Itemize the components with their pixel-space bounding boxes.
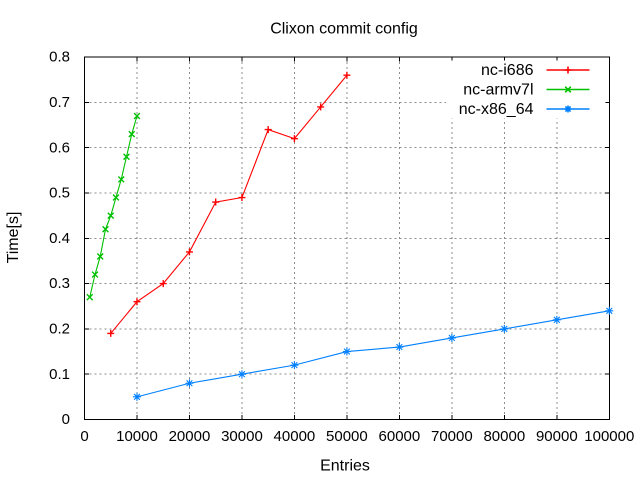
svg-text:0.1: 0.1 [49, 366, 70, 383]
svg-text:30000: 30000 [221, 428, 263, 445]
svg-text:40000: 40000 [274, 428, 316, 445]
svg-text:0.2: 0.2 [49, 321, 70, 338]
svg-text:0: 0 [80, 428, 88, 445]
svg-text:nc-i686: nc-i686 [481, 62, 534, 79]
svg-text:nc-x86_64: nc-x86_64 [459, 101, 534, 118]
svg-text:nc-armv7l: nc-armv7l [463, 82, 533, 99]
svg-text:100000: 100000 [584, 428, 634, 445]
svg-text:10000: 10000 [116, 428, 158, 445]
svg-text:Entries: Entries [320, 458, 370, 475]
svg-text:0.5: 0.5 [49, 185, 70, 202]
svg-text:60000: 60000 [379, 428, 421, 445]
svg-text:Time[s]: Time[s] [5, 212, 22, 264]
svg-text:Clixon commit config: Clixon commit config [270, 21, 418, 38]
svg-text:0.8: 0.8 [49, 49, 70, 66]
svg-text:90000: 90000 [536, 428, 578, 445]
svg-text:0.6: 0.6 [49, 139, 70, 156]
svg-text:50000: 50000 [326, 428, 368, 445]
svg-text:80000: 80000 [483, 428, 525, 445]
svg-text:0.4: 0.4 [49, 230, 70, 247]
svg-text:70000: 70000 [431, 428, 473, 445]
svg-text:0.3: 0.3 [49, 275, 70, 292]
svg-text:0.7: 0.7 [49, 94, 70, 111]
svg-text:0: 0 [62, 411, 70, 428]
svg-text:20000: 20000 [169, 428, 211, 445]
